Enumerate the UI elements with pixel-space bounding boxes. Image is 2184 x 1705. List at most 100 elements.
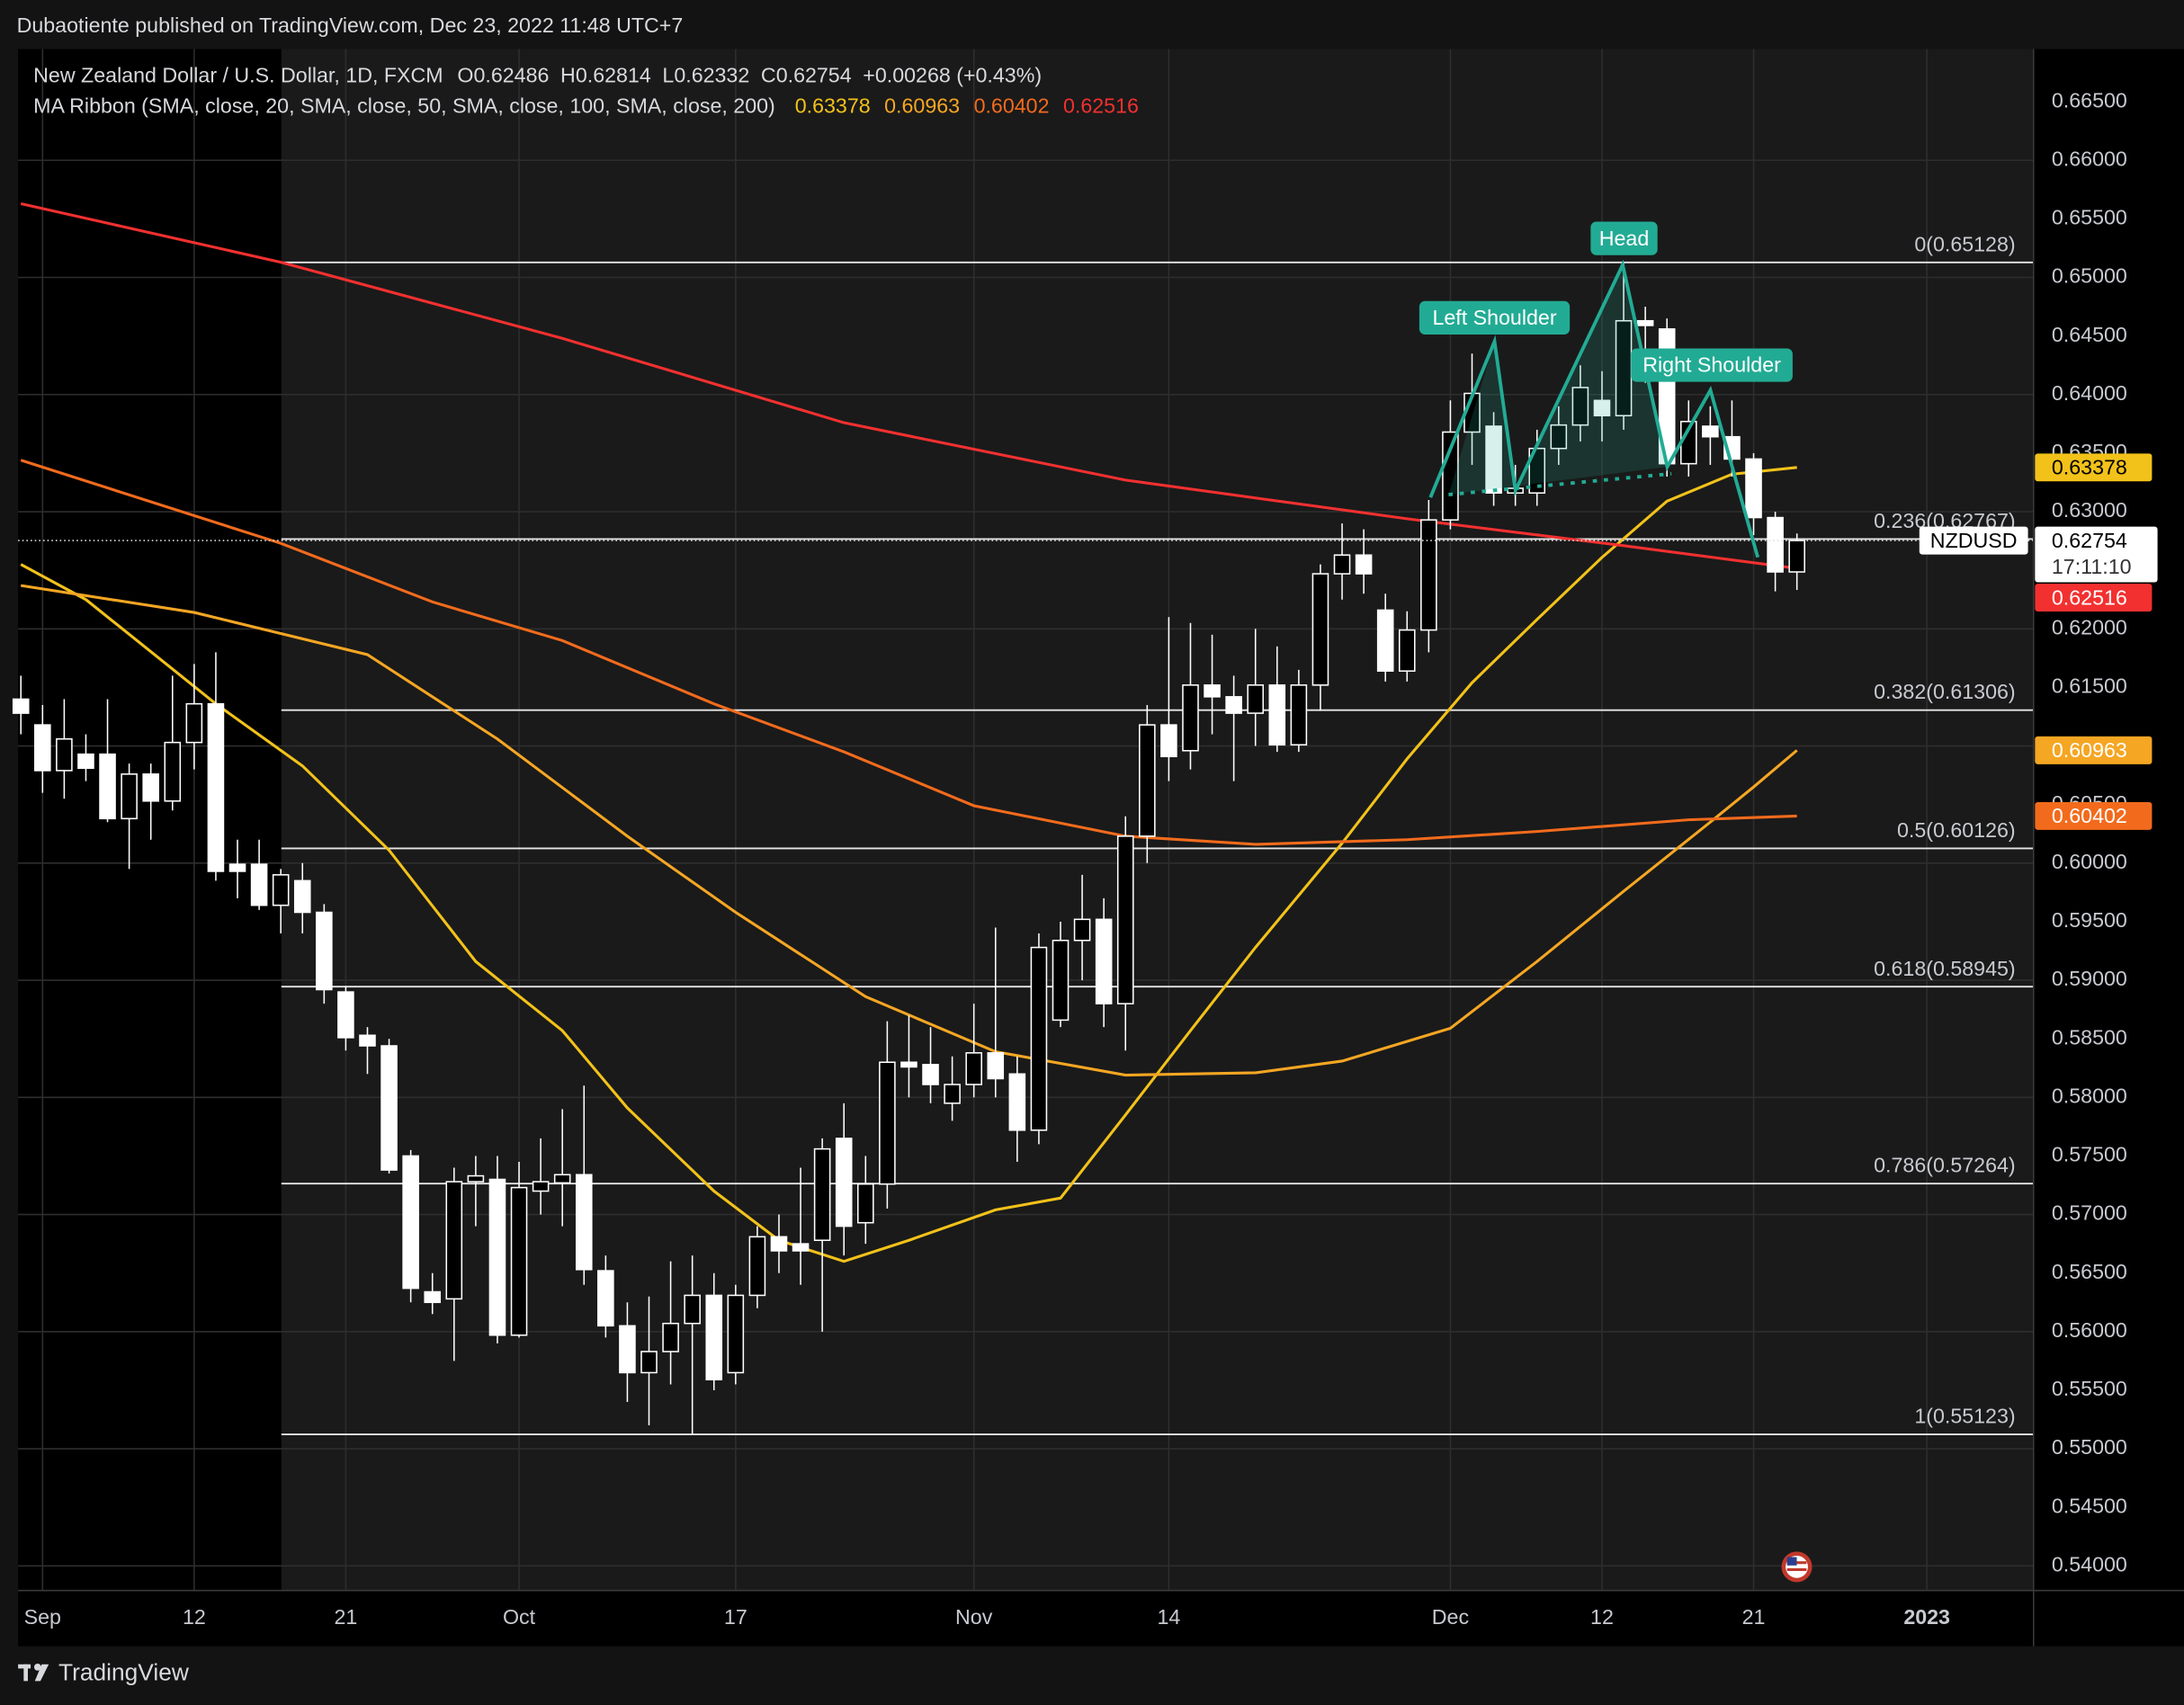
flag-icon [1786, 1557, 1797, 1566]
annotation: Right Shoulder [1642, 353, 1781, 377]
x-tick-label: 21 [1742, 1605, 1766, 1629]
price-value: 0.62754 [2052, 529, 2127, 552]
y-tick-label: 0.54000 [2052, 1552, 2127, 1576]
candle-body [272, 874, 290, 906]
y-tick-label: 0.57000 [2052, 1201, 2127, 1225]
x-tick-label: Oct [503, 1605, 536, 1629]
candle-body [1485, 425, 1502, 494]
candle-body [684, 1294, 701, 1325]
candle-body [1571, 387, 1589, 426]
candle-body [705, 1294, 723, 1381]
y-tick-label: 0.56000 [2052, 1318, 2127, 1342]
candle-body [727, 1294, 745, 1374]
candle-body [142, 773, 159, 802]
candle-body [56, 737, 73, 772]
candle-body [1636, 319, 1654, 326]
candle-body [835, 1138, 853, 1227]
candle-body [359, 1034, 376, 1047]
candle-body [1788, 540, 1805, 573]
fib-label: 0.618(0.58945) [1874, 957, 2016, 980]
candle-body [185, 702, 203, 744]
annotation: Left Shoulder [1432, 306, 1556, 329]
candle-body [467, 1174, 485, 1183]
y-tick-label: 0.54500 [2052, 1494, 2127, 1517]
candle-body [1290, 684, 1308, 746]
candle-body [857, 1183, 874, 1224]
ma-value: 0.60963 [884, 94, 960, 118]
price-badge [2035, 526, 2158, 583]
annotation-box [1631, 348, 1793, 382]
candle-body [965, 1052, 982, 1085]
candle-body [1550, 424, 1568, 450]
candle-body [748, 1236, 766, 1297]
candle-body [640, 1351, 658, 1374]
y-tick-label: 0.64000 [2052, 381, 2127, 405]
candle-body [34, 724, 51, 772]
candle-body [1767, 516, 1784, 573]
y-tick-label: 0.64500 [2052, 323, 2127, 346]
candle-body [12, 698, 30, 714]
symbol-badge [1919, 526, 2028, 555]
ma-badge [2035, 801, 2153, 830]
x-tick-label: 21 [334, 1605, 357, 1629]
fib-label: 1(0.55123) [1914, 1405, 2015, 1428]
candle-body [813, 1147, 831, 1242]
change: +0.00268 (+0.43%) [863, 64, 1042, 87]
y-tick-label: 0.58000 [2052, 1084, 2127, 1107]
candle-body [1398, 629, 1416, 672]
logo-icon [34, 1664, 49, 1682]
candle-body [1116, 835, 1134, 1004]
ohlc-label: O [457, 64, 473, 87]
y-tick-label: 0.58500 [2052, 1025, 2127, 1049]
symbol: NZDUSD [1930, 529, 2018, 552]
indicator-legend: MA Ribbon (SMA, close, 20, SMA, close, 5… [33, 94, 1139, 118]
candle-body [1160, 724, 1177, 758]
ma-value: 0.63378 [795, 94, 871, 118]
candle-body [99, 753, 116, 820]
candle-body [1052, 939, 1070, 1022]
ohlc-value: 0.62754 [776, 64, 852, 87]
y-tick-label: 0.62000 [2052, 615, 2127, 638]
y-tick-label: 0.63000 [2052, 498, 2127, 522]
ma-badge [2035, 584, 2153, 612]
ohlc-value: 0.62332 [674, 64, 749, 87]
candle-body [228, 863, 246, 872]
candle-body [488, 1178, 506, 1336]
y-tick-label: 0.65000 [2052, 264, 2127, 288]
candle-body [575, 1174, 593, 1271]
x-tick-label: 2023 [1903, 1605, 1950, 1629]
ma-badge-value: 0.63378 [2052, 455, 2127, 478]
ma-badge-value: 0.60963 [2052, 738, 2127, 762]
candle-body [121, 773, 138, 820]
y-tick-label: 0.55000 [2052, 1435, 2127, 1459]
candle-body [445, 1181, 463, 1300]
ma-value: 0.62516 [1063, 94, 1139, 118]
y-tick-label: 0.57500 [2052, 1143, 2127, 1166]
y-tick-label: 0.66500 [2052, 88, 2127, 112]
candle-body [553, 1174, 571, 1184]
y-tick-label: 0.66000 [2052, 147, 2127, 170]
ohlc-value: 0.62486 [473, 64, 549, 87]
ma-value: 0.60402 [974, 94, 1050, 118]
x-tick-label: 12 [183, 1605, 206, 1629]
candle-body [164, 741, 182, 802]
logo-icon [23, 1664, 28, 1682]
candle-body [900, 1061, 917, 1068]
ma-line [20, 459, 1797, 846]
y-tick-label: 0.55500 [2052, 1377, 2127, 1400]
annotation-box [1419, 300, 1571, 335]
candle-body [1225, 696, 1242, 714]
candle-body [1702, 425, 1719, 438]
fib-label: 0(0.65128) [1914, 232, 2015, 255]
ma-badge-value: 0.62516 [2052, 585, 2127, 609]
axes: 0.54000 0.54500 0.55000 0.55500 0.56000 0.565… [24, 88, 2158, 1629]
candle-body [770, 1236, 788, 1252]
candle-body [316, 911, 333, 991]
candle-body [1333, 554, 1351, 575]
candle-body [597, 1270, 614, 1327]
candle-body [1355, 554, 1373, 575]
ma-line [20, 466, 1797, 1263]
candle-body [402, 1155, 419, 1290]
candle-body [1420, 519, 1437, 631]
